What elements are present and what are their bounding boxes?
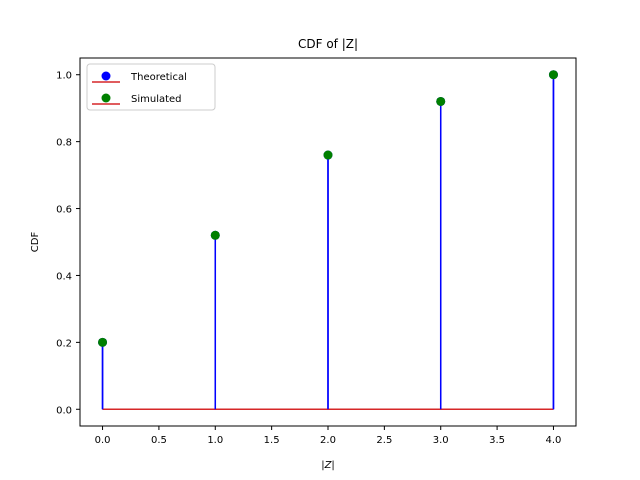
y-tick-label: 1.0	[56, 71, 72, 82]
x-tick-label: 0.5	[151, 435, 167, 446]
y-tick-label: 0.2	[56, 338, 72, 349]
y-tick-label: 0.8	[56, 138, 72, 149]
legend: Theoretical Simulated	[86, 63, 216, 111]
x-axis: 0.0 0.5 1.0 1.5 2.0 2.5 3.0 3.5 4.0	[95, 426, 562, 446]
x-tick-label: 1.5	[264, 435, 280, 446]
y-tick-label: 0.6	[56, 205, 72, 216]
legend-entry: Simulated	[92, 93, 182, 105]
x-tick-label: 0.0	[95, 435, 111, 446]
y-axis-label: CDF	[30, 232, 41, 253]
legend-entry: Theoretical	[92, 71, 187, 83]
stem-marker	[548, 70, 558, 80]
y-tick-label: 0.0	[56, 405, 72, 416]
stem-marker	[98, 337, 108, 347]
stem-marker	[323, 150, 333, 160]
legend-label: Simulated	[131, 94, 182, 105]
y-tick-label: 0.4	[56, 271, 72, 282]
legend-box	[86, 63, 216, 111]
x-tick-label: 1.0	[207, 435, 223, 446]
x-tick-label: 3.0	[433, 435, 449, 446]
plot-area	[98, 70, 558, 411]
chart-title: CDF of |Z|	[298, 37, 358, 51]
y-axis: 0.0 0.2 0.4 0.6 0.8 1.0	[56, 71, 80, 416]
stem-marker	[210, 230, 220, 240]
x-tick-label: 2.0	[320, 435, 336, 446]
x-axis-label: |Z|	[321, 460, 335, 471]
x-tick-label: 4.0	[546, 435, 562, 446]
legend-marker-swatch	[101, 93, 111, 103]
legend-label: Theoretical	[130, 72, 187, 83]
legend-marker-swatch	[101, 71, 111, 81]
x-tick-label: 2.5	[376, 435, 392, 446]
series-simulated	[98, 70, 558, 411]
stem-marker	[436, 96, 446, 106]
x-tick-label: 3.5	[489, 435, 505, 446]
